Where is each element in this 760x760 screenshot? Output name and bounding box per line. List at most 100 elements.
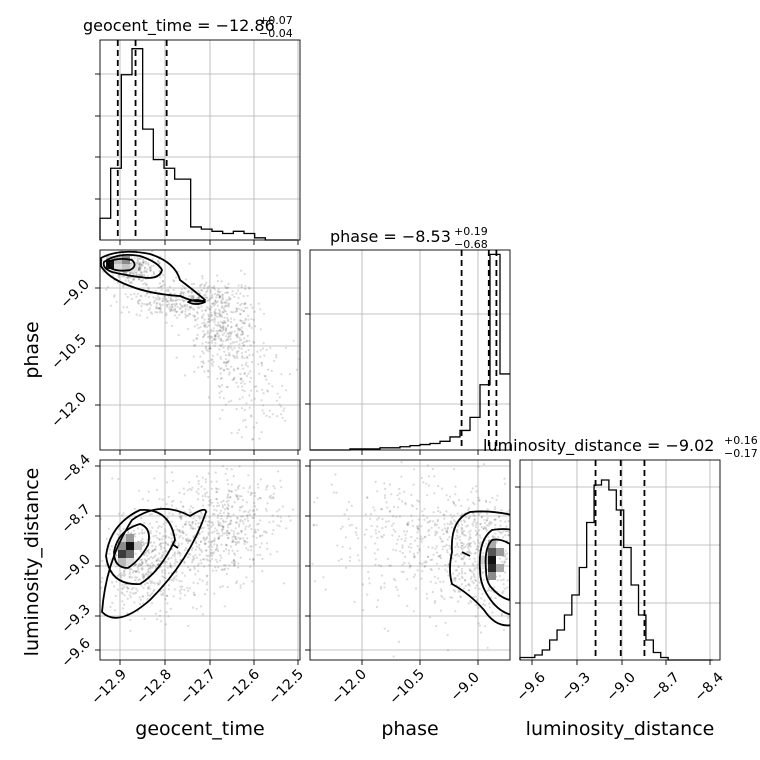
scatter-point bbox=[201, 342, 204, 345]
scatter-point bbox=[145, 292, 149, 295]
scatter-point bbox=[207, 341, 210, 344]
density-cell bbox=[118, 558, 126, 566]
scatter-point bbox=[207, 318, 210, 321]
scatter-point bbox=[179, 515, 182, 518]
scatter-point bbox=[344, 536, 348, 539]
scatter-point bbox=[379, 585, 382, 589]
scatter-point bbox=[183, 574, 186, 577]
scatter-point bbox=[158, 262, 161, 265]
scatter-point bbox=[204, 492, 207, 496]
density-cell bbox=[488, 572, 496, 580]
scatter-point bbox=[335, 491, 338, 494]
scatter-point bbox=[183, 303, 186, 306]
scatter-point bbox=[116, 533, 119, 536]
scatter-point bbox=[147, 586, 150, 590]
scatter-point bbox=[438, 555, 441, 558]
scatter-point bbox=[260, 362, 263, 365]
scatter-point bbox=[164, 465, 167, 468]
scatter-point bbox=[128, 576, 131, 579]
scatter-point bbox=[451, 596, 454, 599]
scatter-point bbox=[155, 520, 158, 524]
scatter-point bbox=[158, 307, 161, 310]
scatter-point bbox=[224, 564, 227, 567]
scatter-point bbox=[209, 291, 212, 294]
scatter-point bbox=[268, 521, 271, 524]
scatter-point bbox=[150, 562, 153, 565]
scatter-point bbox=[442, 533, 445, 536]
scatter-point bbox=[475, 485, 478, 488]
scatter-point bbox=[476, 545, 479, 548]
scatter-point bbox=[158, 302, 161, 305]
scatter-point bbox=[222, 369, 226, 372]
scatter-point bbox=[481, 571, 484, 574]
scatter-point bbox=[138, 267, 141, 270]
xtick-gt-12.9: −12.9 bbox=[88, 666, 130, 708]
scatter-point bbox=[401, 551, 404, 555]
scatter-point bbox=[148, 307, 152, 310]
scatter-point bbox=[148, 265, 151, 269]
scatter-point bbox=[257, 302, 260, 305]
scatter-point bbox=[209, 457, 211, 459]
scatter-point bbox=[363, 533, 366, 536]
scatter-point bbox=[149, 582, 153, 585]
scatter-point bbox=[365, 528, 368, 531]
scatter-point bbox=[213, 344, 216, 347]
scatter-point bbox=[221, 293, 224, 296]
scatter-point bbox=[200, 549, 203, 552]
scatter-point bbox=[179, 304, 183, 307]
scatter-point bbox=[207, 531, 210, 534]
scatter-point bbox=[175, 296, 178, 299]
scatter-point bbox=[261, 388, 264, 391]
scatter-point bbox=[492, 535, 495, 538]
scatter-point bbox=[442, 580, 445, 583]
scatter-point bbox=[225, 327, 228, 331]
scatter-point bbox=[398, 497, 401, 500]
scatter-point bbox=[460, 567, 464, 571]
scatter-point bbox=[457, 545, 460, 549]
scatter-point bbox=[347, 517, 350, 521]
scatter-point bbox=[271, 514, 274, 517]
scatter-point bbox=[136, 256, 139, 260]
scatter-point bbox=[376, 525, 379, 528]
scatter-point bbox=[129, 262, 132, 265]
scatter-point bbox=[126, 587, 129, 590]
scatter-point bbox=[206, 536, 209, 539]
scatter-point bbox=[124, 583, 127, 586]
scatter-point bbox=[243, 273, 246, 276]
contour-line bbox=[102, 253, 163, 279]
scatter-point bbox=[533, 516, 535, 518]
scatter-point bbox=[224, 326, 227, 330]
scatter-point bbox=[503, 587, 507, 590]
scatter-point bbox=[207, 324, 210, 327]
scatter-point bbox=[461, 544, 464, 547]
scatter-point bbox=[224, 291, 227, 295]
scatter-point bbox=[171, 306, 174, 309]
scatter-point bbox=[384, 496, 387, 499]
scatter-point bbox=[185, 539, 188, 543]
scatter-point bbox=[179, 292, 182, 295]
scatter-point bbox=[437, 526, 440, 529]
scatter-point bbox=[224, 304, 227, 307]
scatter-point bbox=[301, 455, 303, 457]
density-cell bbox=[126, 534, 134, 542]
scatter-point bbox=[282, 409, 285, 412]
scatter-point bbox=[147, 573, 150, 576]
scatter-point bbox=[109, 605, 112, 609]
scatter-point bbox=[235, 334, 238, 337]
scatter-point bbox=[154, 554, 157, 557]
scatter-point bbox=[485, 524, 489, 527]
scatter-point bbox=[138, 265, 141, 269]
scatter-point bbox=[195, 490, 198, 493]
scatter-point bbox=[220, 299, 223, 302]
scatter-point bbox=[197, 564, 200, 568]
scatter-point bbox=[240, 529, 243, 532]
scatter-point bbox=[200, 283, 203, 286]
contour-line bbox=[101, 507, 207, 619]
scatter-point bbox=[175, 310, 178, 313]
scatter-point bbox=[202, 536, 205, 539]
scatter-point bbox=[462, 519, 466, 522]
scatter-point bbox=[129, 567, 132, 570]
scatter-point bbox=[495, 540, 498, 543]
scatter-point bbox=[412, 483, 415, 486]
scatter-point bbox=[100, 580, 103, 583]
